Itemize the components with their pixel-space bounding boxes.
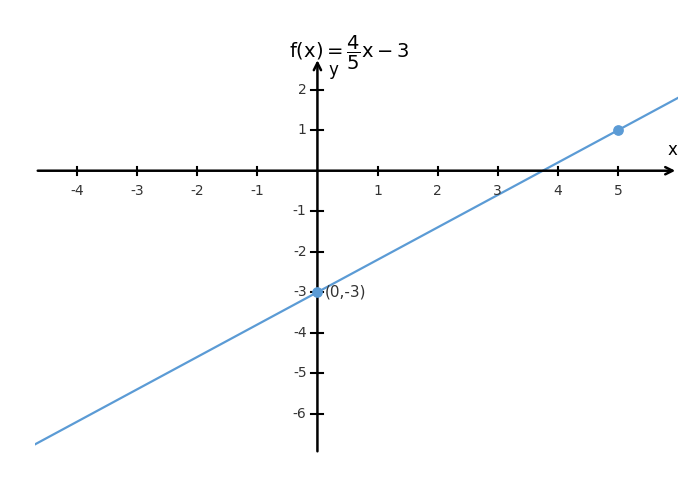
Text: $\mathregular{f(x) = }$$\dfrac{4}{5}$$\mathregular{x - 3}$: $\mathregular{f(x) = }$$\dfrac{4}{5}$$\m… <box>289 33 410 72</box>
Text: 1: 1 <box>373 184 382 198</box>
Text: -1: -1 <box>250 184 264 198</box>
Text: 2: 2 <box>433 184 442 198</box>
Text: 4: 4 <box>554 184 562 198</box>
Text: 1: 1 <box>298 123 307 137</box>
Text: x: x <box>667 141 677 159</box>
Text: -4: -4 <box>293 326 307 340</box>
Text: -1: -1 <box>293 204 307 218</box>
Text: -2: -2 <box>293 245 307 259</box>
Text: 3: 3 <box>493 184 502 198</box>
Text: -4: -4 <box>70 184 84 198</box>
Text: y: y <box>329 61 338 79</box>
Text: -2: -2 <box>190 184 204 198</box>
Text: -3: -3 <box>130 184 144 198</box>
Text: -3: -3 <box>293 285 307 299</box>
Text: 2: 2 <box>298 83 307 97</box>
Text: 5: 5 <box>614 184 622 198</box>
Point <box>612 126 624 134</box>
Text: -5: -5 <box>293 366 307 380</box>
Point <box>312 288 323 296</box>
Text: -6: -6 <box>293 407 307 421</box>
Text: (0,-3): (0,-3) <box>325 285 367 300</box>
